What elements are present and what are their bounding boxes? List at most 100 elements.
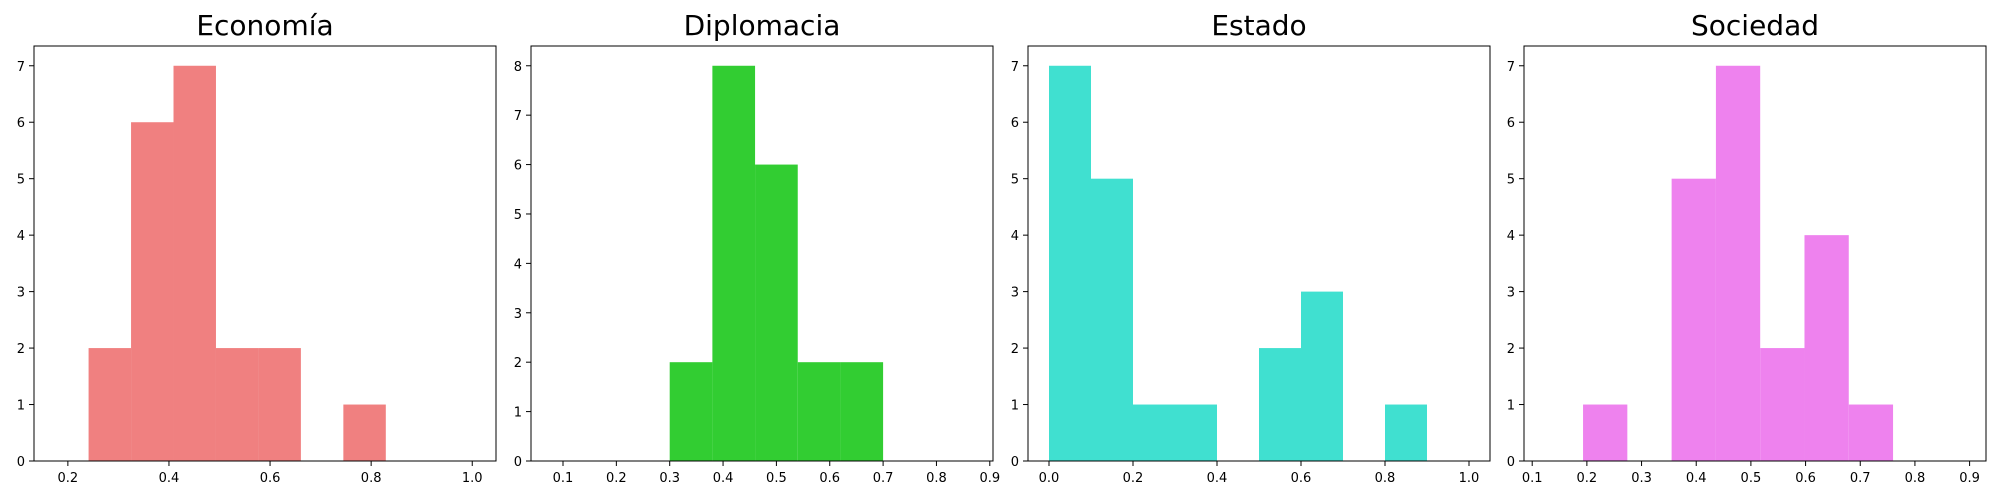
y-tick-label: 2: [17, 342, 25, 357]
subplot-4: Sociedad 0.1 0.2 0.3 0.4 0.5 0.6 0.7 0.8 0.9 0 1 2 3 4…: [1507, 9, 1987, 486]
y-tick-label: 1: [1011, 399, 1019, 414]
x-tick-label: 0.7: [873, 471, 894, 486]
y-tick-label: 4: [514, 257, 522, 272]
y-tick-label: 6: [1011, 116, 1019, 131]
subplot-title: Economía: [196, 9, 333, 42]
y-tick-label: 6: [1507, 116, 1515, 131]
x-tick-label: 0.3: [659, 471, 680, 486]
y-tick-label: 4: [1507, 229, 1515, 244]
axes-frame: [530, 45, 994, 462]
histogram-bar: [712, 65, 756, 461]
y-tick-label: 7: [1011, 60, 1019, 75]
histogram-bar: [1259, 348, 1301, 461]
x-tick-label: 0.4: [1207, 471, 1228, 486]
x-tick-label: 0.4: [1686, 471, 1707, 486]
x-tick-label: 0.9: [979, 471, 1000, 486]
histogram-bar: [1175, 404, 1217, 461]
y-tick-label: 2: [1507, 342, 1515, 357]
histogram-bar: [1091, 178, 1133, 461]
axes-frame: [33, 45, 497, 462]
x-tick-label: 0.1: [553, 471, 574, 486]
histogram-bar: [1760, 348, 1805, 461]
y-tick-label: 5: [1507, 173, 1515, 188]
x-tick-label: 0.8: [1905, 471, 1926, 486]
y-tick-label: 2: [514, 356, 522, 371]
x-tick-label: 0.4: [159, 471, 180, 486]
y-tick-label: 0: [1011, 455, 1019, 470]
y-tick-label: 2: [1011, 342, 1019, 357]
x-tick-label: 0.2: [58, 471, 79, 486]
histogram-bar: [797, 362, 841, 461]
histogram-bar: [1049, 65, 1091, 461]
axes-frame: [1027, 45, 1491, 462]
x-tick-label: 0.3: [1631, 471, 1652, 486]
x-tick-label: 1.0: [1459, 471, 1480, 486]
y-tick-label: 7: [514, 109, 522, 124]
axes-frame: [1523, 45, 1987, 462]
x-tick-label: 0.6: [260, 471, 281, 486]
y-tick-label: 0: [514, 455, 522, 470]
y-tick-label: 1: [17, 399, 25, 414]
x-tick-label: 0.6: [1291, 471, 1312, 486]
y-tick-label: 7: [17, 60, 25, 75]
x-tick-label: 1.0: [462, 471, 483, 486]
histogram-bar: [343, 404, 386, 461]
histogram-bar: [1715, 65, 1761, 461]
y-tick-label: 1: [514, 406, 522, 421]
histogram-bar: [1133, 404, 1175, 461]
y-tick-label: 6: [514, 159, 522, 174]
histogram-bar: [88, 348, 132, 461]
x-tick-label: 0.8: [361, 471, 382, 486]
y-tick-label: 5: [1011, 173, 1019, 188]
y-tick-label: 7: [1507, 60, 1515, 75]
subplot-1: Economía 0.2 0.4 0.6 0.8 1.0 0 1 2 3 4 5 6 7: [17, 9, 497, 486]
y-tick-label: 6: [17, 116, 25, 131]
x-tick-label: 0.5: [766, 471, 787, 486]
x-tick-label: 0.1: [1522, 471, 1543, 486]
histogram-bar: [131, 122, 174, 461]
y-tick-label: 1: [1507, 399, 1515, 414]
x-tick-label: 0.8: [1375, 471, 1396, 486]
y-tick-label: 8: [514, 60, 522, 75]
y-tick-label: 3: [1011, 286, 1019, 301]
subplot-title: Diplomacia: [684, 9, 841, 42]
x-tick-label: 0.6: [819, 471, 840, 486]
x-tick-label: 0.2: [1577, 471, 1598, 486]
x-tick-label: 0.5: [1741, 471, 1762, 486]
histogram-bar: [1671, 178, 1716, 461]
histogram-bar: [1301, 291, 1343, 461]
histogram-bar: [258, 348, 301, 461]
x-tick-label: 0.8: [926, 471, 947, 486]
histogram-bar: [755, 164, 798, 462]
y-tick-label: 5: [514, 208, 522, 223]
x-tick-label: 0.2: [606, 471, 627, 486]
y-tick-label: 5: [17, 173, 25, 188]
histogram-bar: [840, 362, 884, 461]
x-tick-label: 0.6: [1795, 471, 1816, 486]
x-tick-label: 0.9: [1959, 471, 1980, 486]
histogram-bar: [1848, 404, 1894, 461]
x-tick-label: 0.2: [1123, 471, 1144, 486]
y-tick-label: 3: [1507, 286, 1515, 301]
histogram-bar: [215, 348, 259, 461]
histogram-bar: [1583, 404, 1628, 461]
x-tick-label: 0.4: [713, 471, 734, 486]
subplot-3: Estado 0.0 0.2 0.4 0.6 0.8 1.0 0 1 2 3 4 5 6 7: [1011, 9, 1491, 486]
subplot-title: Estado: [1211, 9, 1306, 42]
y-tick-label: 3: [514, 307, 522, 322]
histogram-bar: [173, 65, 216, 461]
x-tick-label: 0.0: [1039, 471, 1060, 486]
y-tick-label: 4: [1011, 229, 1019, 244]
y-tick-label: 0: [17, 455, 25, 470]
histogram-bar: [1385, 404, 1427, 461]
subplot-title: Sociedad: [1691, 9, 1819, 42]
histogram-bar: [1804, 235, 1849, 461]
y-tick-label: 4: [17, 229, 25, 244]
subplot-2: Diplomacia 0.1 0.2 0.3 0.4 0.5 0.6 0.7 0.8 0.9 0 1 2…: [514, 9, 1000, 486]
y-tick-label: 3: [17, 286, 25, 301]
y-tick-label: 0: [1507, 455, 1515, 470]
histogram-bar: [669, 362, 713, 461]
x-tick-label: 0.7: [1850, 471, 1871, 486]
